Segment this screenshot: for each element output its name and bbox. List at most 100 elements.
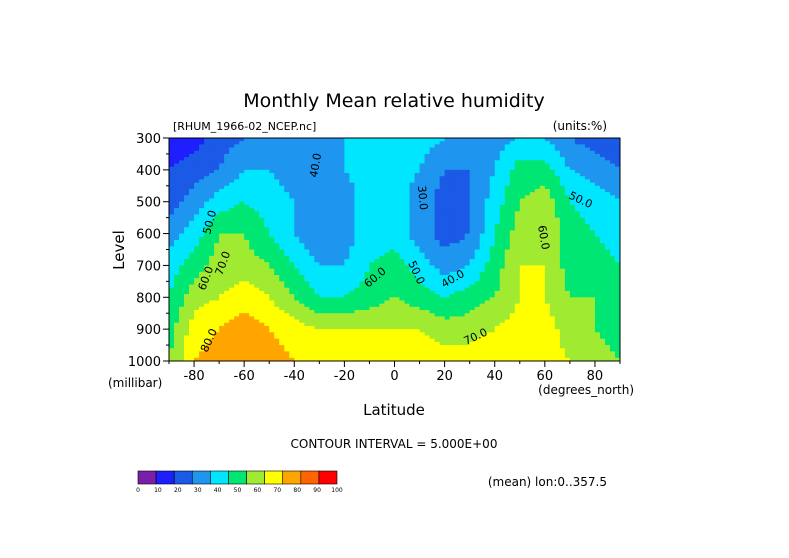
heatmap-cell (584, 281, 591, 286)
heatmap-cell (184, 287, 190, 292)
heatmap-cell (489, 182, 496, 187)
heatmap-cell (524, 297, 531, 302)
heatmap-cell (369, 252, 376, 257)
heatmap-cell (589, 303, 596, 308)
heatmap-cell (489, 198, 496, 203)
heatmap-cell (519, 160, 526, 165)
heatmap-cell (574, 192, 581, 196)
heatmap-cell (424, 230, 431, 235)
heatmap-cell (614, 265, 620, 270)
heatmap-cell (304, 173, 310, 177)
heatmap-cell (274, 313, 280, 317)
heatmap-cell (499, 239, 506, 244)
heatmap-cell (614, 204, 620, 209)
heatmap-cell (564, 204, 571, 209)
heatmap-cell (269, 201, 275, 206)
heatmap-cell (504, 252, 511, 257)
heatmap-cell (184, 166, 190, 171)
heatmap-cell (544, 284, 551, 289)
heatmap-cell (254, 303, 260, 308)
heatmap-cell (314, 310, 320, 314)
heatmap-cell (234, 169, 240, 174)
heatmap-cell (249, 217, 255, 222)
heatmap-cell (529, 211, 536, 216)
heatmap-cell (599, 214, 606, 219)
heatmap-cell (584, 262, 591, 267)
heatmap-cell (294, 195, 300, 200)
heatmap-cell (194, 243, 200, 247)
heatmap-cell (314, 249, 320, 254)
heatmap-cell (264, 297, 270, 302)
heatmap-cell (369, 182, 376, 187)
heatmap-cell (524, 144, 531, 149)
heatmap-cell (574, 217, 581, 222)
heatmap-cell (259, 303, 265, 308)
heatmap-cell (199, 262, 205, 267)
heatmap-cell (509, 160, 516, 165)
heatmap-cell (489, 278, 496, 282)
heatmap-cell (449, 214, 456, 219)
heatmap-cell (324, 217, 330, 222)
heatmap-cell (304, 176, 310, 181)
heatmap-cell (269, 233, 275, 238)
heatmap-cell (489, 306, 496, 311)
heatmap-cell (199, 230, 205, 235)
heatmap-cell (329, 300, 335, 305)
heatmap-cell (614, 201, 620, 206)
heatmap-cell (259, 163, 265, 168)
heatmap-cell (409, 166, 416, 171)
heatmap-cell (604, 153, 611, 158)
heatmap-cell (389, 239, 396, 244)
heatmap-cell (304, 188, 310, 193)
heatmap-cell (479, 166, 486, 171)
heatmap-cell (599, 192, 606, 196)
heatmap-cell (529, 265, 536, 270)
heatmap-cell (324, 243, 330, 247)
heatmap-cell (554, 182, 561, 187)
heatmap-cell (319, 224, 325, 228)
heatmap-cell (509, 204, 516, 209)
heatmap-cell (329, 201, 335, 206)
heatmap-cell (599, 185, 606, 190)
heatmap-cell (429, 284, 436, 289)
heatmap-cell (209, 233, 215, 238)
heatmap-cell (179, 204, 185, 209)
heatmap-cell (259, 176, 265, 181)
heatmap-cell (214, 294, 220, 298)
heatmap-cell (194, 303, 200, 308)
heatmap-cell (179, 236, 185, 241)
heatmap-cell (389, 236, 396, 241)
heatmap-cell (589, 249, 596, 254)
heatmap-cell (249, 290, 255, 295)
heatmap-cell (354, 211, 361, 216)
heatmap-cell (589, 173, 596, 177)
heatmap-cell (499, 141, 506, 145)
heatmap-cell (214, 179, 220, 184)
heatmap-cell (484, 300, 491, 305)
heatmap-cell (329, 227, 335, 231)
heatmap-cell (539, 188, 546, 193)
heatmap-cell (384, 138, 391, 142)
heatmap-cell (199, 188, 205, 193)
heatmap-cell (359, 233, 366, 238)
heatmap-cell (509, 278, 516, 282)
heatmap-cell (179, 160, 185, 165)
heatmap-cell (474, 271, 481, 276)
heatmap-cell (544, 195, 551, 200)
heatmap-cell (564, 306, 571, 311)
heatmap-cell (379, 249, 386, 254)
heatmap-cell (474, 310, 481, 314)
heatmap-cell (309, 169, 315, 174)
heatmap-cell (569, 188, 576, 193)
heatmap-cell (394, 147, 401, 152)
heatmap-cell (559, 252, 566, 257)
heatmap-cell (509, 157, 516, 161)
heatmap-cell (169, 252, 175, 257)
heatmap-cell (344, 179, 350, 184)
heatmap-cell (299, 176, 305, 181)
heatmap-cell (409, 259, 416, 263)
heatmap-cell (479, 220, 486, 225)
heatmap-cell (219, 297, 225, 302)
heatmap-cell (439, 281, 446, 286)
heatmap-cell (424, 138, 431, 142)
